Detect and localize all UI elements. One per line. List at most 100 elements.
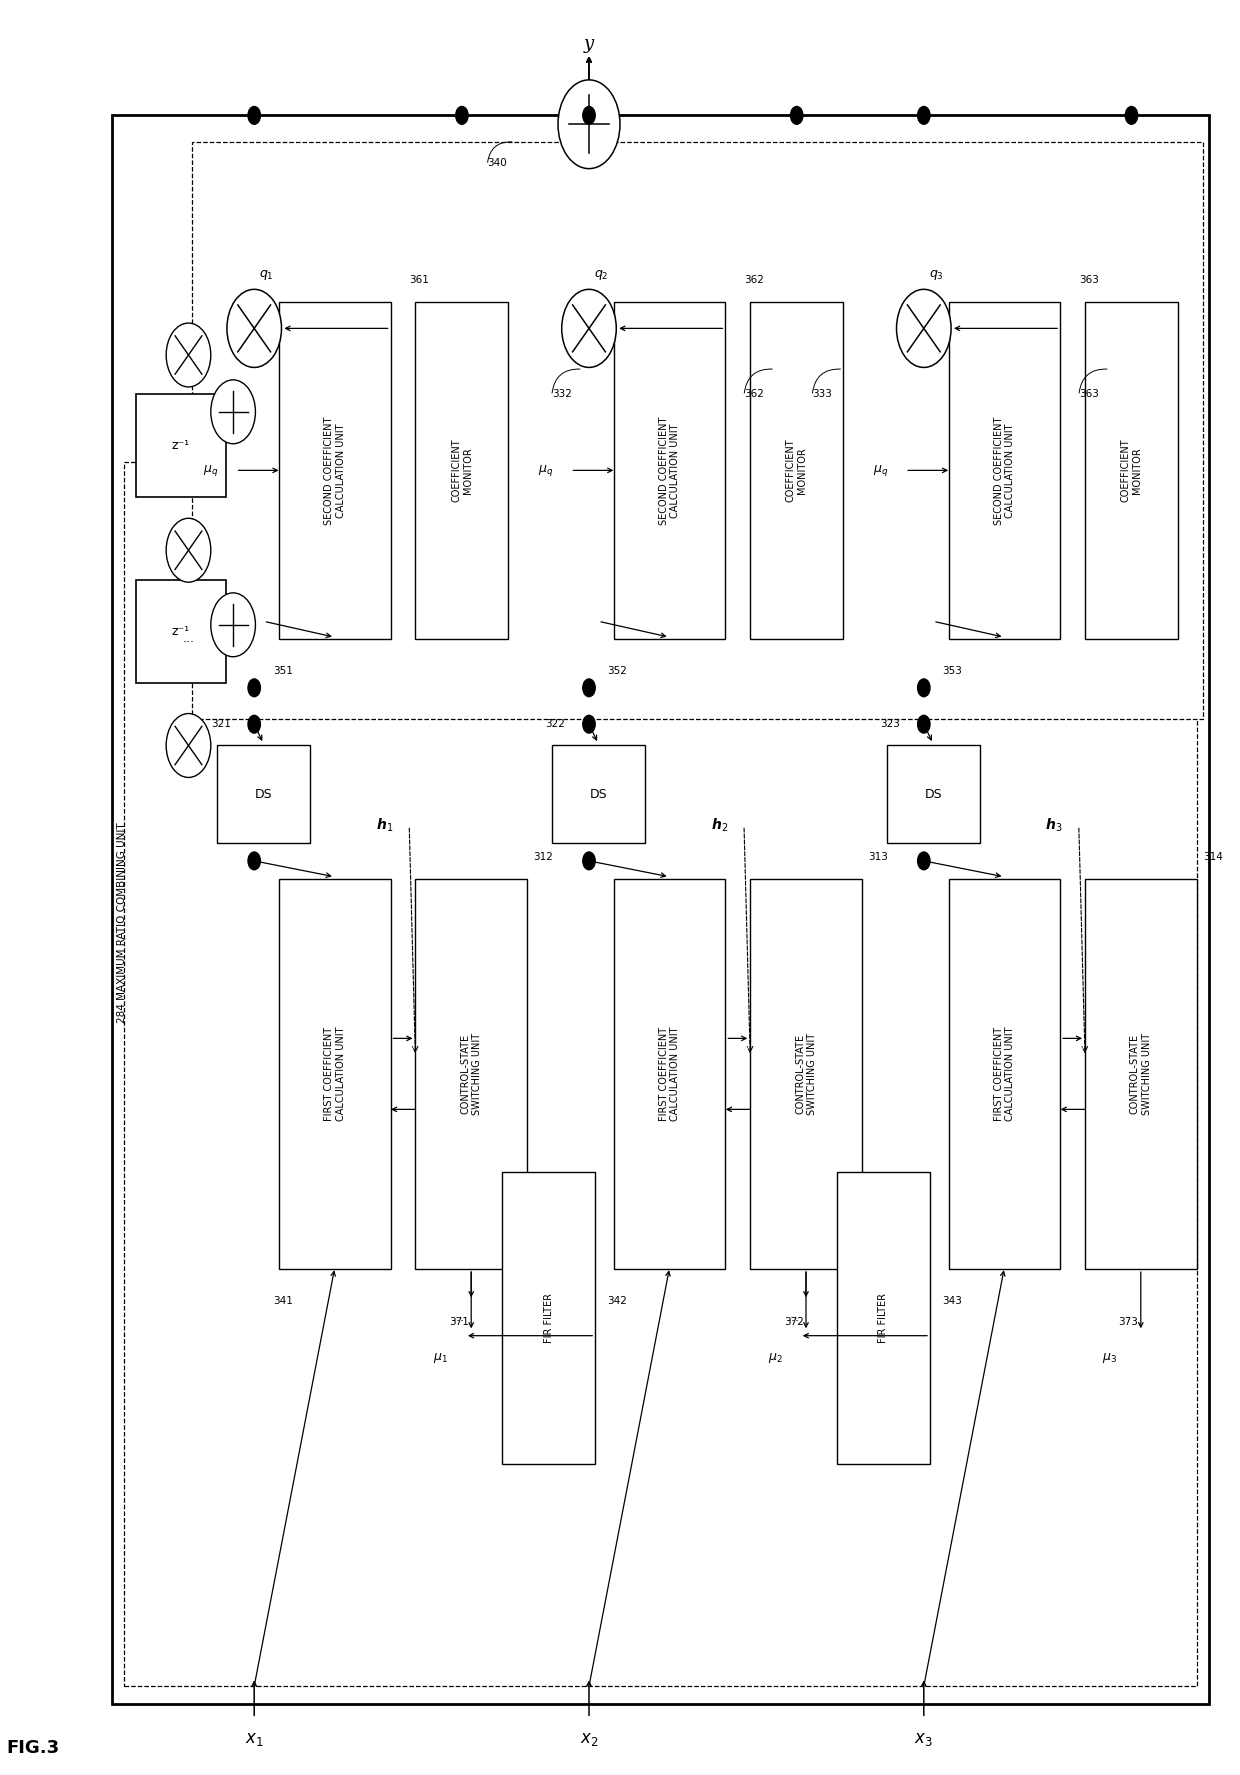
Text: CONTROL-STATE
SWITCHING UNIT: CONTROL-STATE SWITCHING UNIT xyxy=(460,1033,482,1115)
FancyBboxPatch shape xyxy=(750,879,862,1269)
Text: 343: 343 xyxy=(942,1296,962,1306)
Circle shape xyxy=(456,106,467,124)
Text: 342: 342 xyxy=(608,1296,627,1306)
FancyBboxPatch shape xyxy=(1085,879,1197,1269)
Text: 322: 322 xyxy=(546,719,565,730)
Circle shape xyxy=(791,106,804,124)
Text: 332: 332 xyxy=(552,389,572,399)
Text: $x_3$: $x_3$ xyxy=(914,1731,934,1748)
Circle shape xyxy=(1126,106,1138,124)
Circle shape xyxy=(583,852,595,870)
Circle shape xyxy=(248,678,260,696)
Text: z⁻¹: z⁻¹ xyxy=(172,625,190,639)
Text: ...: ... xyxy=(787,1312,800,1324)
Text: 361: 361 xyxy=(409,275,429,286)
Circle shape xyxy=(562,289,616,367)
Text: FIRST COEFFICIENT
CALCULATION UNIT: FIRST COEFFICIENT CALCULATION UNIT xyxy=(658,1026,681,1122)
Text: $\boldsymbol{h}_1$: $\boldsymbol{h}_1$ xyxy=(376,816,393,834)
Text: 333: 333 xyxy=(812,389,832,399)
Text: 372: 372 xyxy=(784,1317,804,1328)
Circle shape xyxy=(227,289,281,367)
FancyBboxPatch shape xyxy=(887,746,980,843)
Circle shape xyxy=(918,715,930,733)
Text: CONTROL-STATE
SWITCHING UNIT: CONTROL-STATE SWITCHING UNIT xyxy=(795,1033,817,1115)
Text: $x_1$: $x_1$ xyxy=(244,1731,264,1748)
Circle shape xyxy=(897,289,951,367)
Text: 284 MAXIMUM RATIO COMBINING UNIT: 284 MAXIMUM RATIO COMBINING UNIT xyxy=(117,822,126,1024)
Text: 321: 321 xyxy=(211,719,231,730)
Text: 340: 340 xyxy=(487,158,507,169)
Text: FIG.3: FIG.3 xyxy=(6,1740,60,1757)
Text: COEFFICIENT
MONITOR: COEFFICIENT MONITOR xyxy=(786,438,807,502)
Text: $x_2$: $x_2$ xyxy=(580,1731,598,1748)
Text: $\mu_q$: $\mu_q$ xyxy=(538,463,553,477)
FancyBboxPatch shape xyxy=(112,115,1209,1704)
Text: 362: 362 xyxy=(744,389,764,399)
Circle shape xyxy=(918,678,930,696)
Circle shape xyxy=(166,323,211,387)
Text: COEFFICIENT
MONITOR: COEFFICIENT MONITOR xyxy=(1121,438,1142,502)
Text: 373: 373 xyxy=(1118,1317,1138,1328)
Text: DS: DS xyxy=(924,788,942,801)
Circle shape xyxy=(583,715,595,733)
Text: $\mu_q$: $\mu_q$ xyxy=(203,463,218,477)
Text: 312: 312 xyxy=(533,852,553,863)
Text: ...: ... xyxy=(182,632,195,646)
Text: FIRST COEFFICIENT
CALCULATION UNIT: FIRST COEFFICIENT CALCULATION UNIT xyxy=(324,1026,346,1122)
Circle shape xyxy=(583,106,595,124)
Text: ...: ... xyxy=(453,1312,465,1324)
FancyBboxPatch shape xyxy=(136,580,226,683)
Text: 363: 363 xyxy=(1079,275,1099,286)
Text: FIRST COEFFICIENT
CALCULATION UNIT: FIRST COEFFICIENT CALCULATION UNIT xyxy=(993,1026,1016,1122)
Text: $\mu_2$: $\mu_2$ xyxy=(768,1351,782,1365)
Text: 323: 323 xyxy=(880,719,900,730)
Text: 314: 314 xyxy=(1203,852,1223,863)
FancyBboxPatch shape xyxy=(192,142,1203,719)
Text: CONTROL-STATE
SWITCHING UNIT: CONTROL-STATE SWITCHING UNIT xyxy=(1130,1033,1152,1115)
Text: 313: 313 xyxy=(868,852,888,863)
Circle shape xyxy=(918,852,930,870)
Text: $q_3$: $q_3$ xyxy=(929,268,944,282)
Circle shape xyxy=(166,518,211,582)
Text: y: y xyxy=(584,36,594,53)
FancyBboxPatch shape xyxy=(1085,302,1178,639)
Text: $\mu_q$: $\mu_q$ xyxy=(873,463,888,477)
Text: COEFFICIENT
MONITOR: COEFFICIENT MONITOR xyxy=(451,438,472,502)
FancyBboxPatch shape xyxy=(614,879,725,1269)
Text: $q_2$: $q_2$ xyxy=(594,268,609,282)
Text: 351: 351 xyxy=(273,666,293,676)
Text: $\mu_3$: $\mu_3$ xyxy=(1102,1351,1117,1365)
Text: 363: 363 xyxy=(1079,389,1099,399)
Circle shape xyxy=(583,678,595,696)
Text: $q_1$: $q_1$ xyxy=(259,268,274,282)
Circle shape xyxy=(211,380,255,444)
FancyBboxPatch shape xyxy=(217,746,310,843)
FancyBboxPatch shape xyxy=(415,302,508,639)
FancyBboxPatch shape xyxy=(949,302,1060,639)
Text: 341: 341 xyxy=(273,1296,293,1306)
Text: FIR FILTER: FIR FILTER xyxy=(878,1292,889,1344)
Text: SECOND COEFFICIENT
CALCULATION UNIT: SECOND COEFFICIENT CALCULATION UNIT xyxy=(658,415,681,525)
Circle shape xyxy=(248,106,260,124)
Text: $\boldsymbol{h}_3$: $\boldsymbol{h}_3$ xyxy=(1045,816,1063,834)
Text: SECOND COEFFICIENT
CALCULATION UNIT: SECOND COEFFICIENT CALCULATION UNIT xyxy=(993,415,1016,525)
Text: z⁻¹: z⁻¹ xyxy=(172,438,190,453)
Circle shape xyxy=(211,593,255,657)
Text: $\boldsymbol{h}_2$: $\boldsymbol{h}_2$ xyxy=(711,816,728,834)
Circle shape xyxy=(248,852,260,870)
FancyBboxPatch shape xyxy=(415,879,527,1269)
Text: DS: DS xyxy=(254,788,273,801)
FancyBboxPatch shape xyxy=(502,1172,595,1464)
Text: 352: 352 xyxy=(608,666,627,676)
Text: 353: 353 xyxy=(942,666,962,676)
Circle shape xyxy=(166,714,211,777)
Text: SECOND COEFFICIENT
CALCULATION UNIT: SECOND COEFFICIENT CALCULATION UNIT xyxy=(324,415,346,525)
Text: DS: DS xyxy=(589,788,608,801)
FancyBboxPatch shape xyxy=(750,302,843,639)
Text: 371: 371 xyxy=(449,1317,469,1328)
FancyBboxPatch shape xyxy=(279,879,391,1269)
Text: 362: 362 xyxy=(744,275,764,286)
Circle shape xyxy=(918,106,930,124)
FancyBboxPatch shape xyxy=(552,746,645,843)
FancyBboxPatch shape xyxy=(124,462,1197,1686)
